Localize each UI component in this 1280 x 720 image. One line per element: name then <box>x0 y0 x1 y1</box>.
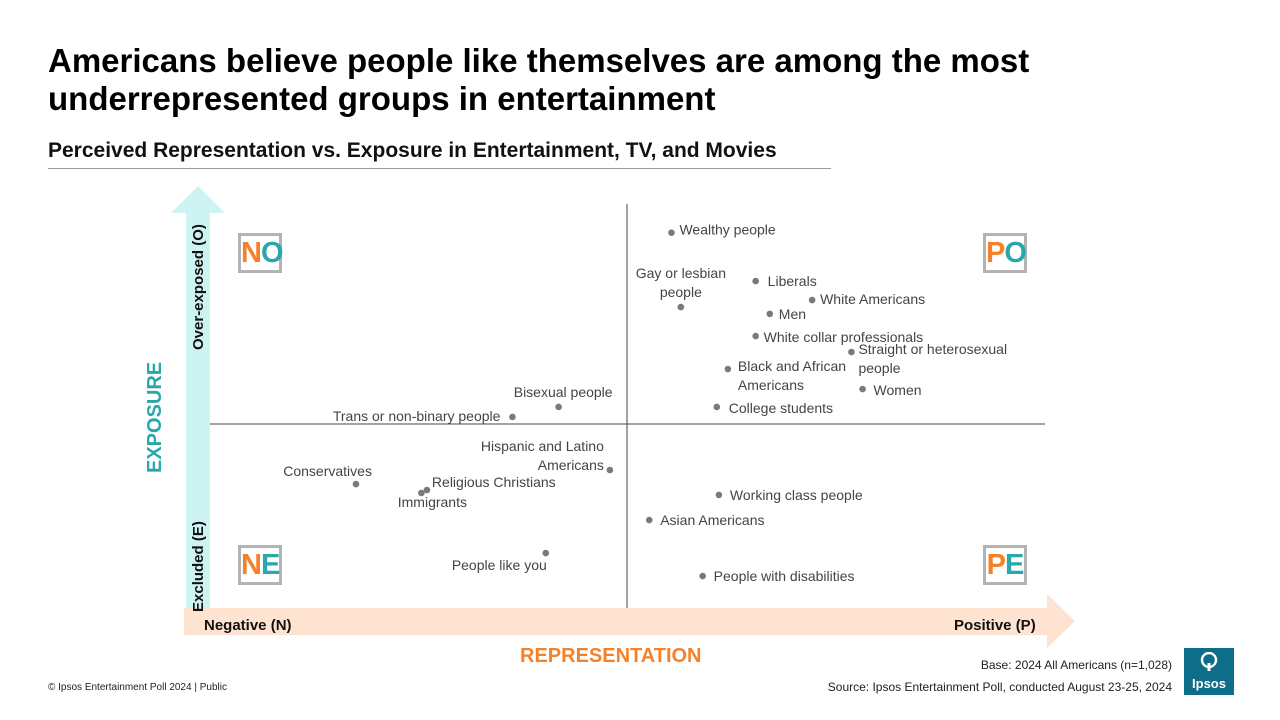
data-point <box>715 491 723 499</box>
y-axis-arrow <box>171 186 225 611</box>
data-point <box>555 403 562 411</box>
data-point-label: White collar professionals <box>764 329 924 345</box>
base-note: Base: 2024 All Americans (n=1,028) <box>980 658 1172 672</box>
data-point-label: Wealthy people <box>679 222 775 238</box>
data-point-label: Asian Americans <box>660 512 764 528</box>
x-axis-left-label: Negative (N) <box>204 617 292 634</box>
quadrant-no-badge: NO <box>238 233 284 273</box>
quadrant-ne-letter-e: E <box>260 549 280 581</box>
data-point-label: Conservatives <box>283 463 372 479</box>
ipsos-logo-text: Ipsos <box>1192 676 1226 691</box>
data-point <box>423 486 431 494</box>
data-point <box>699 572 706 580</box>
data-point-label: Hispanic and Latino Americans <box>481 438 604 473</box>
data-point-label: College students <box>729 400 833 416</box>
data-point-label: White Americans <box>820 291 925 307</box>
data-point-label: Black and African Americans <box>738 358 846 393</box>
data-point <box>724 365 732 373</box>
data-point <box>418 489 425 497</box>
y-axis-title: EXPOSURE <box>144 361 166 473</box>
chart-subtitle: Perceived Representation vs. Exposure in… <box>48 138 831 169</box>
data-point-label: Working class people <box>730 487 863 503</box>
data-point-label: Gay or lesbian people <box>636 265 726 300</box>
quadrant-pe-letter-e: E <box>1005 549 1024 581</box>
data-point-label: Trans or non-binary people <box>333 408 501 424</box>
quadrant-po-letter-p: P <box>986 237 1005 269</box>
quadrant-no-letter-n: N <box>241 237 262 269</box>
data-point <box>668 229 675 237</box>
data-point <box>859 385 866 393</box>
data-point <box>352 480 360 488</box>
y-axis-bottom-label: Excluded (E) <box>190 521 207 612</box>
data-point-label: Immigrants <box>398 494 467 510</box>
data-point <box>848 348 855 356</box>
data-point-label: Liberals <box>768 273 817 289</box>
quadrant-po-badge: PO <box>983 233 1027 273</box>
data-point-label: Religious Christians <box>432 474 556 490</box>
y-axis-top-label: Over-exposed (O) <box>190 224 207 350</box>
points-layer: Wealthy people Gay or lesbian people Libera… <box>283 222 1007 584</box>
data-point-label: Women <box>874 382 922 398</box>
data-point-label: Bisexual people <box>514 384 613 400</box>
data-point <box>766 310 774 318</box>
data-point-label: People like you <box>452 557 547 573</box>
data-point-label: People with disabilities <box>714 568 855 584</box>
quadrant-ne-badge: NE <box>238 545 282 585</box>
quadrant-po-letter-o: O <box>1004 237 1027 269</box>
data-point <box>509 413 516 421</box>
data-point <box>752 332 759 340</box>
quadrant-pe-badge: PE <box>983 545 1027 585</box>
source-note: Source: Ipsos Entertainment Poll, conduc… <box>827 680 1172 694</box>
data-point <box>645 516 653 524</box>
x-axis-arrow <box>184 594 1075 648</box>
quadrant-no-letter-o: O <box>260 237 284 269</box>
quadrant-ne-letter-n: N <box>241 549 262 581</box>
page-title: Americans believe people like themselves… <box>48 42 1030 117</box>
data-point <box>752 277 759 285</box>
data-point-label: Straight or heterosexual people <box>858 341 1007 376</box>
x-axis-right-label: Positive (P) <box>954 617 1036 634</box>
ipsos-logo: Ipsos <box>1184 648 1234 695</box>
x-axis-title: REPRESENTATION <box>520 645 702 667</box>
data-point-label: Men <box>779 306 806 322</box>
data-point <box>606 466 614 474</box>
data-point <box>677 303 685 311</box>
data-point <box>542 549 550 557</box>
quadrant-pe-letter-p: P <box>986 549 1006 581</box>
copyright-footer: © Ipsos Entertainment Poll 2024 | Public <box>48 682 227 693</box>
data-point <box>713 403 721 411</box>
data-point <box>808 296 816 304</box>
ipsos-logo-mark-icon <box>1200 652 1218 671</box>
